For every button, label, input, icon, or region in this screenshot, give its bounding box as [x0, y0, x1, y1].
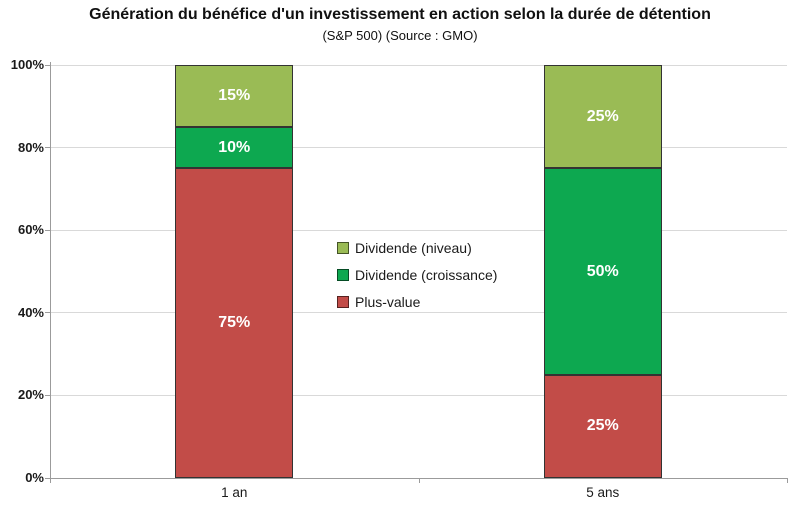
bar-segment — [175, 65, 294, 127]
bar-segment — [543, 65, 662, 169]
legend-label: Dividende (croissance) — [355, 266, 498, 283]
y-axis-tick-label: 20% — [17, 387, 44, 403]
gridline — [50, 229, 787, 231]
gridline — [50, 147, 787, 149]
legend-label: Dividende (niveau) — [355, 239, 472, 256]
y-axis-tick — [45, 229, 50, 231]
legend-swatch-icon — [337, 268, 349, 281]
legend: Dividende (niveau) Dividende (croissance)… — [337, 234, 497, 315]
gridline — [50, 394, 787, 396]
y-axis-tick — [45, 64, 50, 66]
legend-item: Dividende (niveau) — [337, 234, 497, 261]
gridline — [50, 64, 787, 66]
legend-item: Dividende (croissance) — [337, 261, 497, 288]
x-axis-tick — [418, 478, 420, 483]
bar-segment — [543, 168, 662, 375]
y-axis-tick-label: 60% — [17, 222, 44, 238]
bar-value-label: 10% — [218, 138, 251, 156]
bar-segment — [175, 126, 294, 169]
y-axis-tick — [45, 477, 50, 479]
y-axis-tick — [45, 312, 50, 314]
y-axis-tick — [45, 394, 50, 396]
y-axis-tick — [45, 147, 50, 149]
bar-segment — [175, 168, 294, 478]
y-axis-line — [50, 62, 51, 478]
legend-item: Plus-value — [337, 288, 497, 315]
bar-value-label: 25% — [586, 107, 619, 125]
legend-swatch-icon — [337, 295, 349, 308]
bar-value-label: 25% — [586, 417, 619, 435]
y-axis-tick-label: 80% — [17, 139, 44, 155]
x-axis-category-label: 5 ans — [586, 485, 620, 500]
bar-value-label: 75% — [218, 314, 251, 332]
bar-value-label: 15% — [218, 86, 251, 104]
gridline — [50, 312, 787, 314]
legend-label: Plus-value — [355, 293, 421, 310]
bar-segment — [543, 374, 662, 478]
x-axis-category-label: 1 an — [221, 485, 248, 500]
chart-title: Génération du bénéfice d'un investisseme… — [89, 6, 711, 23]
x-axis-tick — [50, 478, 51, 483]
chart-subtitle: (S&P 500) (Source : GMO) — [322, 28, 478, 43]
x-axis-tick — [787, 478, 788, 483]
y-axis-tick-label: 40% — [17, 304, 44, 320]
legend-swatch-icon — [337, 241, 349, 254]
y-axis-tick-label: 100% — [10, 57, 44, 72]
bar-value-label: 50% — [586, 262, 619, 280]
y-axis-tick-label: 0% — [25, 470, 44, 485]
